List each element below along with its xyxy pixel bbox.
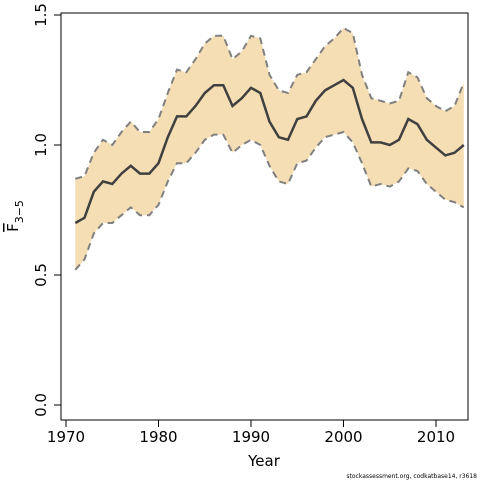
y-tick-label: 1.5 (32, 3, 50, 27)
y-axis-label-sub: 3−5 (13, 200, 26, 223)
y-tick-label: 0.5 (32, 263, 50, 287)
x-tick-label: 2000 (324, 428, 362, 446)
upper-bound-line (75, 26, 465, 180)
estimate-line (74, 78, 465, 225)
x-axis-label: Year (247, 452, 281, 470)
x-tick-label: 2010 (417, 428, 455, 446)
y-tick-label: 1.0 (32, 133, 50, 157)
x-tick-label: 1970 (47, 428, 85, 446)
plot-area (74, 26, 465, 271)
lower-bound-line (74, 130, 465, 271)
y-tick-label: 0.0 (32, 393, 50, 417)
y-axis-label-main: F (4, 223, 22, 232)
svg-text:F3−5: F3−5 (4, 200, 26, 232)
x-tick-label: 1990 (232, 428, 270, 446)
x-tick-label: 1980 (139, 428, 177, 446)
y-axis-label: F3−5 (4, 200, 26, 232)
x-axis: 1970 1980 1990 2000 2010 (47, 420, 455, 446)
y-axis: 0.0 0.5 1.0 1.5 (32, 3, 61, 417)
confidence-band (75, 28, 464, 270)
plot-frame (60, 12, 469, 421)
footer-text: stockassessment.org, codkatbase14, r3618 (346, 473, 477, 480)
